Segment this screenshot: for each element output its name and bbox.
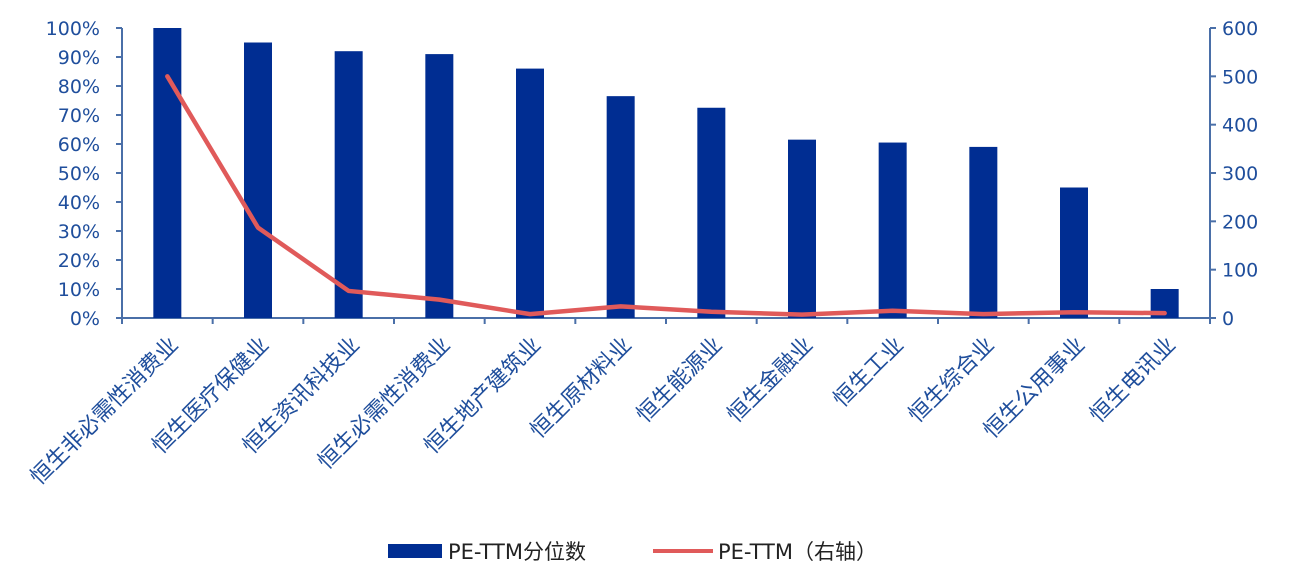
x-axis: 恒生非必需性消费业恒生医疗保健业恒生资讯科技业恒生必需性消费业恒生地产建筑业恒生… — [26, 317, 1211, 491]
bar — [788, 139, 816, 318]
line-series — [165, 74, 1167, 317]
left-tick-label: 0% — [70, 308, 100, 330]
category-label: 恒生综合业 — [904, 333, 999, 428]
category-label: 恒生金融业 — [723, 333, 818, 428]
left-tick-label: 100% — [46, 18, 100, 40]
left-tick-label: 90% — [58, 47, 100, 69]
right-tick-label: 500 — [1222, 66, 1258, 88]
left-tick-label: 20% — [58, 250, 100, 272]
left-tick-label: 40% — [58, 192, 100, 214]
left-tick-label: 70% — [58, 105, 100, 127]
bar — [697, 107, 726, 318]
bar — [425, 54, 454, 318]
left-y-axis: 0% 10% 20% 30% 40% 50% 60% 70% 80% 90% 100% — [46, 18, 123, 330]
right-tick-label: 600 — [1222, 18, 1258, 40]
right-tick-label: 400 — [1222, 115, 1258, 137]
bar-series — [153, 28, 1179, 319]
category-label: 恒生工业 — [829, 333, 909, 413]
right-tick-label: 0 — [1222, 308, 1234, 330]
category-label: 恒生能源业 — [632, 333, 727, 428]
bar — [606, 96, 635, 319]
legend-bar-swatch — [388, 544, 442, 558]
left-tick-label: 30% — [58, 221, 100, 243]
legend-bar-label: PE-TTM分位数 — [448, 540, 586, 564]
pe-ttm-line — [165, 74, 1167, 317]
bar — [1060, 187, 1088, 318]
legend: PE-TTM分位数 PE-TTM（右轴） — [388, 540, 877, 564]
bar — [969, 146, 998, 318]
right-y-axis: 0 100 200 300 400 500 600 — [1209, 18, 1258, 330]
bar — [516, 68, 544, 318]
bar — [334, 51, 363, 318]
category-label: 恒生非必需性消费业 — [26, 333, 184, 491]
legend-line-label: PE-TTM（右轴） — [718, 540, 877, 564]
right-tick-label: 300 — [1222, 163, 1258, 185]
left-tick-label: 10% — [58, 279, 100, 301]
left-tick-label: 80% — [58, 76, 100, 98]
bar — [878, 142, 907, 318]
left-tick-label: 50% — [58, 163, 100, 185]
category-label: 恒生电讯业 — [1085, 333, 1180, 428]
right-tick-label: 200 — [1222, 211, 1258, 233]
left-tick-label: 60% — [58, 134, 100, 156]
bar — [244, 42, 272, 318]
right-tick-label: 100 — [1222, 260, 1258, 282]
bar — [153, 28, 182, 318]
